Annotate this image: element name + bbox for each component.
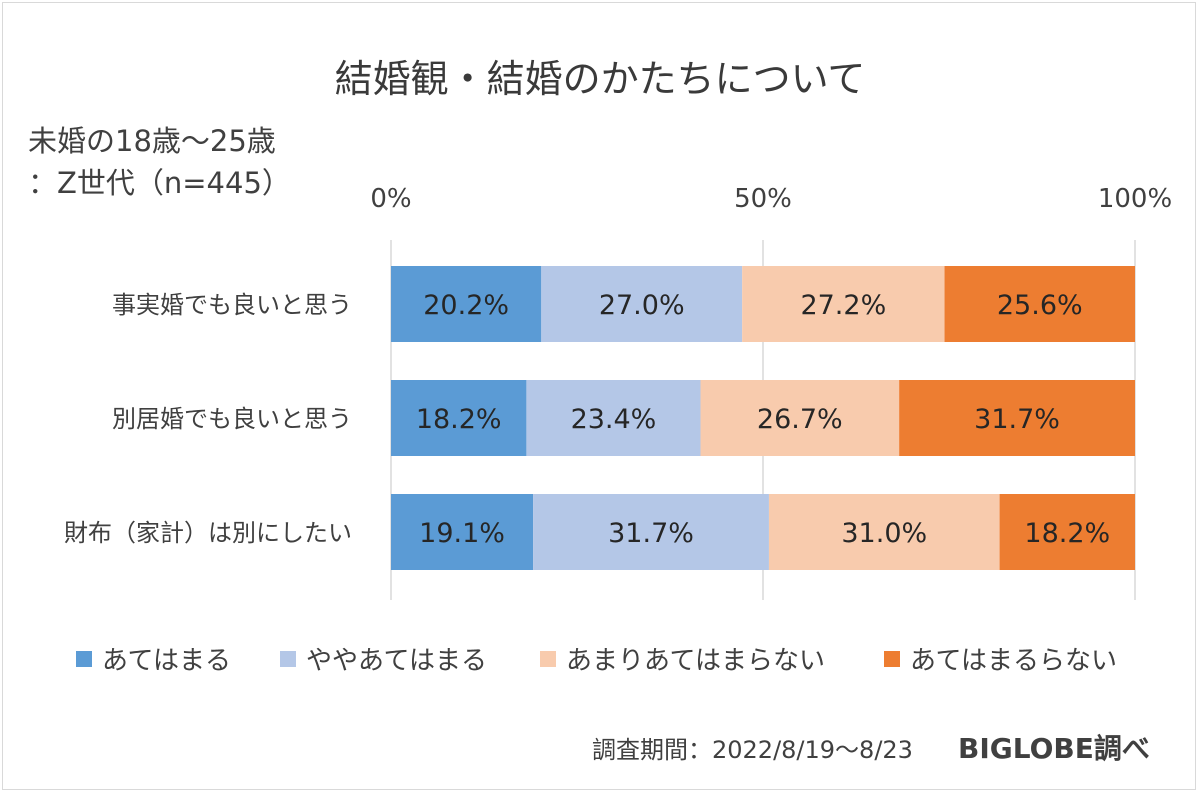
bar-segment bbox=[526, 380, 701, 456]
bar-segment bbox=[700, 380, 900, 456]
data-label: 26.7% bbox=[757, 404, 843, 435]
x-tick-label: 100% bbox=[1098, 184, 1172, 214]
bar-segment bbox=[742, 266, 945, 342]
bar-segment bbox=[768, 494, 1000, 570]
bar-segment bbox=[391, 494, 534, 570]
data-label: 18.2% bbox=[1024, 518, 1110, 549]
subtitle-line-2: ：Z世代（n=445） bbox=[28, 166, 291, 200]
bar-segment bbox=[944, 266, 1135, 342]
bar-segment bbox=[899, 380, 1135, 456]
legend-label: あまりあてはまらない bbox=[566, 646, 825, 676]
data-label: 18.2% bbox=[416, 404, 502, 435]
legend-swatch bbox=[280, 650, 296, 667]
data-label: 20.2% bbox=[423, 290, 509, 321]
data-label: 27.2% bbox=[800, 290, 886, 321]
survey-period: 調査期間：2022/8/19～8/23 bbox=[592, 736, 913, 764]
data-label: 31.7% bbox=[608, 518, 694, 549]
legend-label: あてはまるらない bbox=[910, 646, 1117, 676]
category-label: 事実婚でも良いと思う bbox=[112, 291, 352, 319]
data-label: 31.7% bbox=[974, 404, 1060, 435]
category-label: 別居婚でも良いと思う bbox=[112, 405, 352, 433]
chart-title: 結婚観・結婚のかたちについて bbox=[334, 57, 866, 101]
category-label: 財布（家計）は別にしたい bbox=[64, 519, 352, 547]
data-label: 23.4% bbox=[571, 404, 657, 435]
chart-legend: あてはまる ややあてはまる あまりあてはまらない あてはまるらない bbox=[0, 640, 1200, 680]
legend-label: ややあてはまる bbox=[306, 646, 487, 676]
legend-label: あてはまる bbox=[102, 646, 231, 676]
legend-swatch bbox=[540, 650, 556, 667]
chart-subtitle: 未婚の18歳～25歳 ：Z世代（n=445） bbox=[28, 120, 291, 204]
bar-segment bbox=[999, 494, 1135, 570]
bar-segment bbox=[533, 494, 769, 570]
data-label: 25.6% bbox=[997, 290, 1083, 321]
bar-segment bbox=[391, 380, 527, 456]
data-label: 31.0% bbox=[841, 518, 927, 549]
legend-item: あてはまる bbox=[76, 640, 231, 677]
legend-item: あてはまるらない bbox=[884, 640, 1117, 677]
data-label: 19.1% bbox=[419, 518, 505, 549]
legend-item: ややあてはまる bbox=[280, 640, 487, 677]
legend-swatch bbox=[76, 650, 92, 667]
data-label: 27.0% bbox=[599, 290, 685, 321]
bar-segment bbox=[391, 266, 542, 342]
x-tick-label: 0% bbox=[370, 184, 411, 214]
subtitle-line-1: 未婚の18歳～25歳 bbox=[28, 124, 276, 158]
bar-segment bbox=[541, 266, 743, 342]
source-credit: BIGLOBE調べ bbox=[958, 732, 1150, 765]
legend-swatch bbox=[884, 650, 900, 667]
legend-item: あまりあてはまらない bbox=[540, 640, 825, 677]
x-tick-label: 50% bbox=[734, 184, 792, 214]
